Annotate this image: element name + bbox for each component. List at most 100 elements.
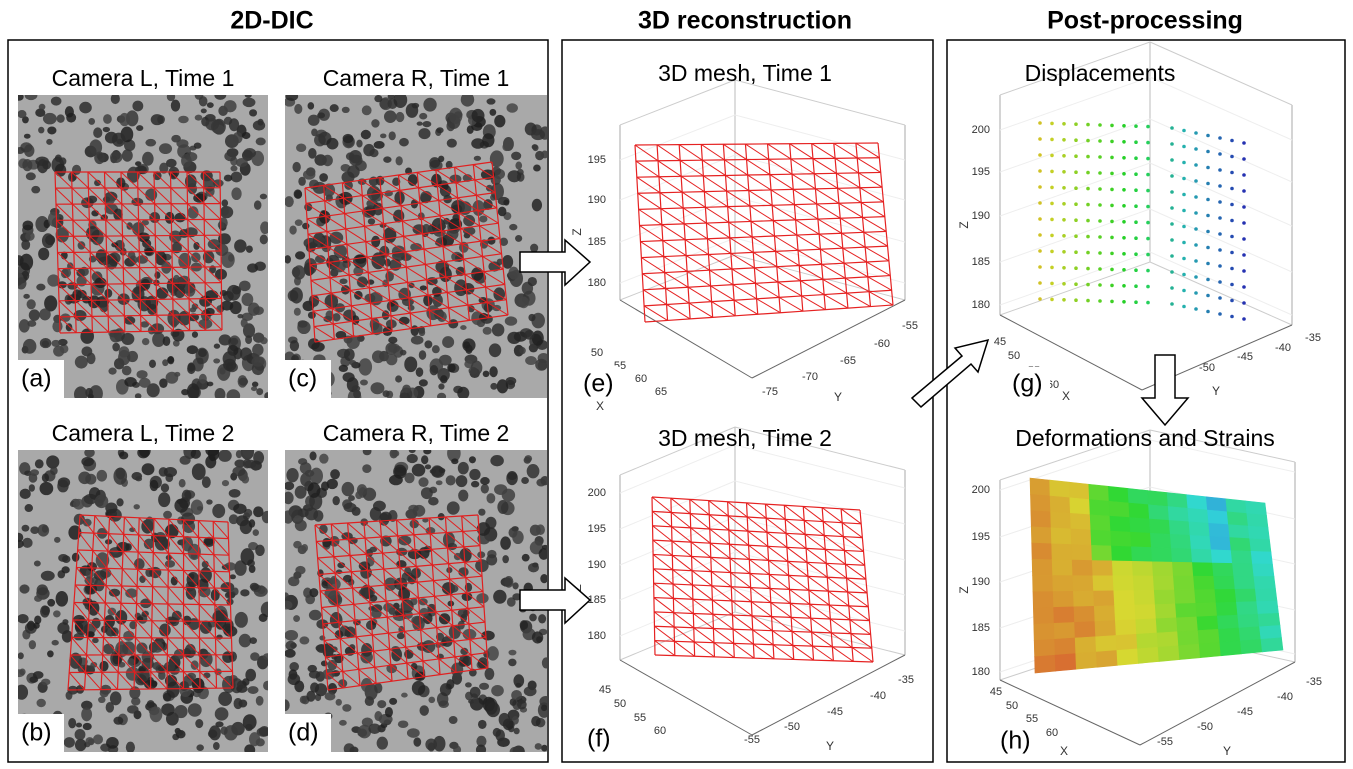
speckle <box>342 133 354 144</box>
mesh-diagonal <box>703 175 727 192</box>
speckle <box>325 310 334 320</box>
point <box>1086 266 1090 271</box>
speckle <box>341 481 355 497</box>
mesh-diagonal <box>402 220 423 235</box>
mesh-diagonal <box>442 246 464 260</box>
mesh-diagonal <box>328 261 350 276</box>
speckle <box>335 698 342 706</box>
mesh-diagonal <box>398 551 417 567</box>
surface-cell <box>1090 529 1112 547</box>
speckle <box>145 138 157 147</box>
point <box>1206 133 1210 138</box>
mesh-diagonal <box>372 634 390 650</box>
mesh-diagonal <box>183 587 200 605</box>
speckle <box>38 247 50 261</box>
speckle <box>515 161 523 170</box>
section-box <box>946 39 1346 763</box>
surface-cell <box>1260 637 1284 653</box>
mesh-diagonal <box>199 671 217 689</box>
grid-line <box>619 154 736 201</box>
grid-line <box>619 551 736 601</box>
speckle <box>244 95 252 98</box>
mesh-diagonal <box>186 171 205 189</box>
speckle <box>30 526 40 535</box>
y-tick-label: -65 <box>840 355 856 367</box>
mesh-diagonal <box>150 671 168 690</box>
mesh-diagonal <box>138 517 155 536</box>
surface-cell <box>1230 550 1253 565</box>
speckle <box>141 463 155 476</box>
mesh-diagonal <box>315 541 335 558</box>
mesh-diagonal <box>73 235 91 253</box>
mesh-diagonal <box>836 172 861 189</box>
point <box>1086 234 1090 239</box>
speckle <box>237 314 244 319</box>
mesh-diagonal <box>666 304 691 320</box>
axis-frame <box>619 79 736 126</box>
mesh-diagonal <box>107 315 126 333</box>
label-background <box>18 714 64 752</box>
mesh-diagonal <box>445 276 467 291</box>
speckle <box>166 95 176 102</box>
speckle <box>174 212 186 223</box>
mesh-diagonal <box>693 627 715 644</box>
surface-cell <box>1259 625 1282 640</box>
point <box>1062 154 1066 158</box>
mesh-diagonal <box>203 219 222 236</box>
mesh-diagonal <box>306 218 328 232</box>
speckle <box>118 346 130 358</box>
mesh-diagonal <box>749 573 771 589</box>
camera-image <box>18 450 268 752</box>
speckle <box>302 222 310 230</box>
speckle <box>133 504 140 510</box>
speckle <box>373 140 385 149</box>
speckle <box>110 151 123 164</box>
surface-cell <box>1134 604 1157 620</box>
speckle <box>193 242 200 250</box>
mesh-diagonal <box>353 603 372 620</box>
mesh-diagonal <box>774 235 799 251</box>
speckle <box>527 276 537 287</box>
mesh-diagonal <box>104 187 123 205</box>
surface-cell <box>1071 559 1094 577</box>
mesh-diagonal <box>324 200 345 214</box>
mesh-diagonal <box>107 550 123 570</box>
speckle <box>285 481 295 491</box>
point <box>1062 250 1066 254</box>
speckle <box>123 630 135 641</box>
speckle <box>370 322 383 336</box>
mesh-diagonal <box>213 571 231 589</box>
speckle <box>125 588 138 599</box>
speckle <box>82 518 92 527</box>
mesh-diagonal <box>670 512 692 529</box>
point <box>1230 298 1234 303</box>
mesh-diagonal <box>404 630 423 646</box>
speckle <box>105 701 115 713</box>
speckle <box>192 678 205 694</box>
speckle <box>371 350 385 364</box>
mesh-diagonal <box>89 251 108 269</box>
speckle <box>105 502 118 514</box>
y-tick-label: -45 <box>1237 351 1253 363</box>
speckle <box>147 326 156 335</box>
mesh-diagonal <box>438 658 457 673</box>
speckle <box>489 150 504 168</box>
speckle <box>240 347 252 361</box>
surface-cell <box>1176 616 1199 633</box>
mesh-diagonal <box>88 187 106 205</box>
mesh-diagonal <box>486 301 509 316</box>
speckle <box>206 499 213 505</box>
mesh-diagonal <box>349 555 368 571</box>
axis-frame <box>734 426 906 471</box>
surface-cell <box>1089 514 1111 532</box>
surface-cell <box>1052 575 1074 592</box>
point <box>1218 248 1222 252</box>
mesh-diagonal <box>101 671 118 690</box>
mesh-diagonal <box>674 640 695 657</box>
grid-line <box>734 114 906 161</box>
surface-cell <box>1205 496 1228 513</box>
mesh-diagonal <box>352 320 374 335</box>
speckle <box>193 193 207 203</box>
speckle <box>437 223 447 230</box>
mesh-diagonal <box>214 621 232 639</box>
